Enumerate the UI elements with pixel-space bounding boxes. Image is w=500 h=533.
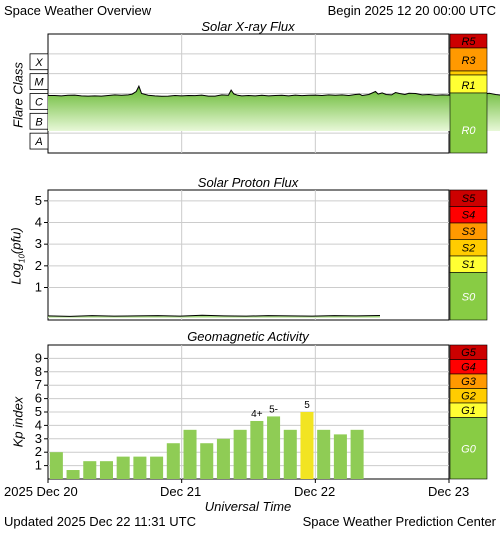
flare-class-box [29,132,49,150]
flare-class-label: B [35,116,42,128]
flare-class-box [29,73,49,90]
y-tick-label: 3 [35,236,42,251]
scale-label: G5 [461,347,477,359]
kp-bar [166,443,180,479]
flare-class-label: A [34,136,42,148]
flare-class-label: C [35,96,43,108]
xray-flux-fill [48,86,500,131]
kp-bar [350,429,364,479]
scale-label: G4 [461,362,476,374]
y-tick-label: 2 [35,444,42,459]
kp-bar [283,429,297,479]
scale-label: S1 [462,259,475,271]
kp-bar [317,429,331,479]
flare-class-label: M [34,77,44,89]
y-tick-label: 4 [35,215,42,230]
kp-bar [333,434,347,479]
proton-flux-line [47,314,381,317]
kp-bar [216,438,230,479]
flare-class-box [29,53,49,71]
x-axis-label: Universal Time [204,499,292,514]
center-name: Space Weather Prediction Center [302,514,496,529]
kp-bar [233,429,247,479]
y-tick-label: 7 [35,377,42,392]
scale-label: S0 [462,291,476,303]
scale-label: G1 [461,405,476,417]
y-tick-label: 5 [35,404,42,419]
kp-bar [150,456,164,479]
flare-class-label: X [34,57,43,69]
y-tick-label: 5 [35,193,42,208]
y-tick-label: 3 [35,431,42,446]
scale-label: S3 [462,226,476,238]
scale-label: R3 [461,55,476,67]
scale-segment [449,272,488,321]
scale-segment [449,417,488,480]
scale-label: S2 [462,243,475,255]
y-tick-label: 6 [35,391,42,406]
kp-bar [300,412,314,479]
kp-bar [250,420,264,479]
scale-label: S5 [462,193,476,205]
y-tick-label: 8 [35,364,42,379]
kp-bar [83,461,97,479]
scale-label: G3 [461,376,477,388]
scale-segment [449,92,488,154]
updated-time: Updated 2025 Dec 22 11:31 UTC [4,514,196,529]
y-tick-label: 1 [35,458,42,473]
kp-bar [116,456,130,479]
proton-flux-fill [48,315,380,318]
proton-title: Solar Proton Flux [197,175,299,190]
kp-bar [99,461,113,479]
scale-label: R5 [461,36,476,48]
x-tick-label: Dec 21 [160,484,202,499]
scale-label: R1 [461,80,475,92]
page-title: Space Weather Overview [4,3,152,18]
y-tick-label: 9 [35,350,42,365]
kp-bar [133,456,147,479]
xray-title: Solar X-ray Flux [201,19,295,34]
kp-bar-label: 5- [269,404,278,415]
x-tick-label: Dec 23 [428,484,470,499]
scale-label: S4 [462,210,475,222]
kp-bar [200,443,214,479]
scale-label: G0 [461,443,477,455]
x-tick-label: Dec 22 [294,484,336,499]
scale-label: R0 [461,125,476,137]
kp-bar [49,452,63,479]
kp-bar [267,416,281,479]
begin-time: Begin 2025 12 20 00:00 UTC [327,3,496,18]
scale-segment [449,70,488,76]
scale-label: G2 [461,391,476,403]
y-tick-label: 4 [35,417,42,432]
geomag-title: Geomagnetic Activity [187,329,309,344]
kp-bar-label: 5 [304,400,310,411]
kp-bar-label: 4+ [251,409,263,420]
kp-bar [183,429,197,479]
plot-frame [47,189,450,321]
kp-bar [66,470,80,479]
y-tick-label: 2 [35,258,42,273]
y-tick-label: 1 [35,280,42,295]
x-tick-label: 2025 Dec 20 [4,484,78,499]
